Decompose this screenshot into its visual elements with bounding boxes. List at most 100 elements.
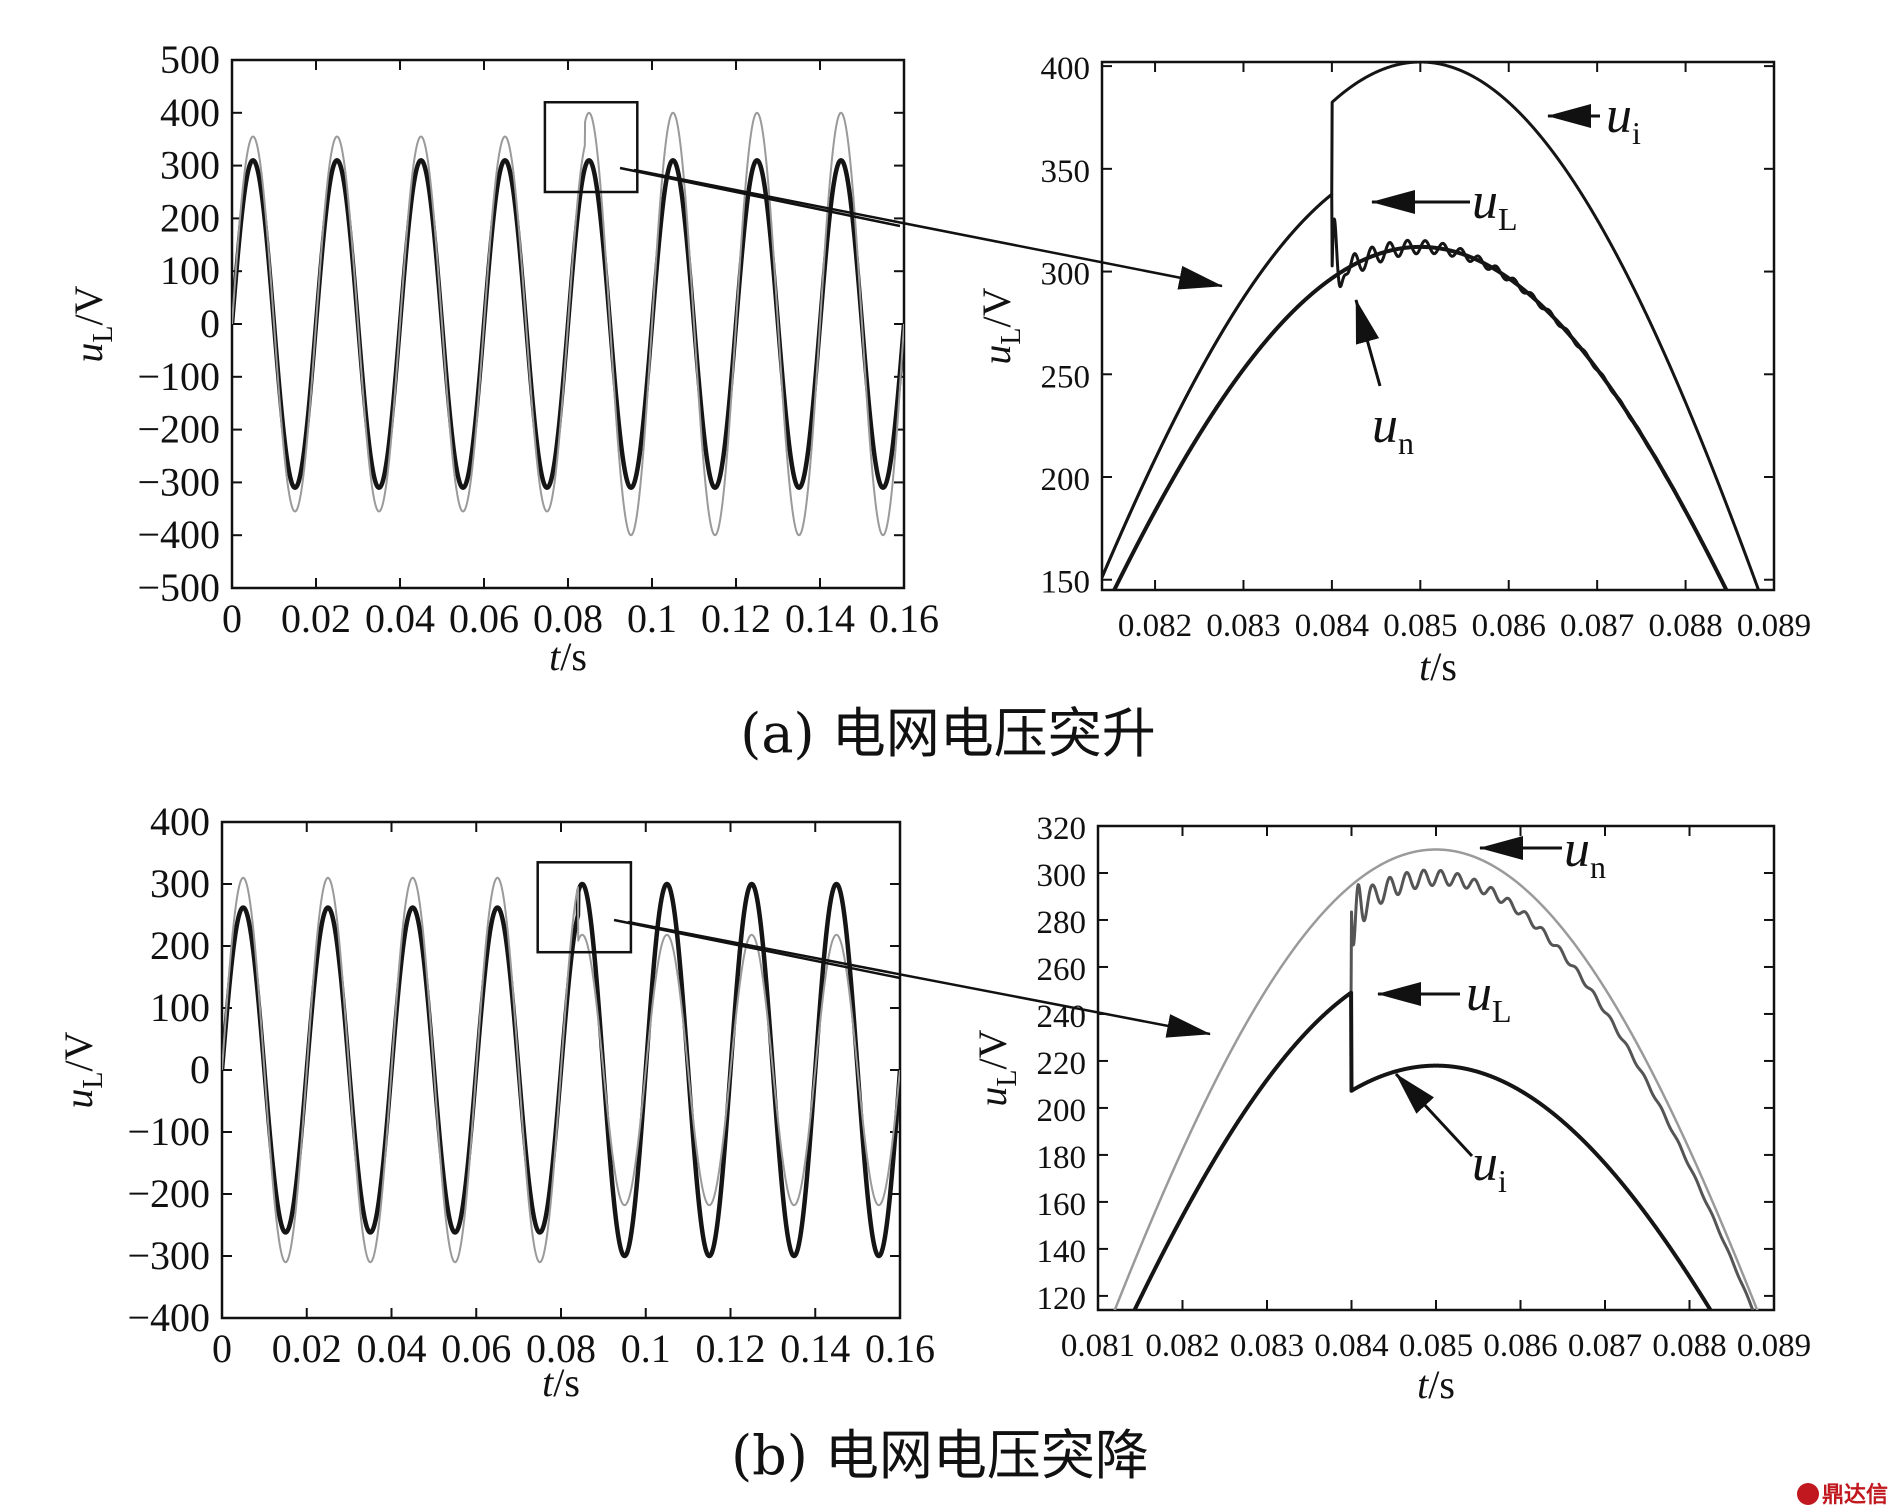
y-tick-label: 160 [1037, 1187, 1087, 1223]
annotation-b-un: un [1564, 821, 1606, 885]
y-tick-label: 200 [150, 923, 210, 968]
y-tick-label: 320 [1037, 811, 1087, 847]
y-tick-label: 200 [1041, 462, 1091, 498]
series-u_i [1102, 62, 1761, 590]
x-tick-label: 0.02 [272, 1326, 342, 1371]
y-axis-label: uL/V [970, 1029, 1023, 1106]
y-tick-label: −500 [137, 565, 220, 610]
watermark-icon [1797, 1483, 1819, 1505]
annotation-a-ui: ui [1606, 87, 1641, 151]
x-tick-label: 0.088 [1652, 1328, 1726, 1364]
y-tick-label: 0 [200, 301, 220, 346]
annotation-arrow-b-ui [1394, 1072, 1474, 1158]
y-tick-label: 180 [1037, 1140, 1087, 1176]
x-tick-label: 0.12 [696, 1326, 766, 1371]
x-tick-label: 0.089 [1737, 608, 1811, 644]
series-u_n [1113, 848, 1759, 1310]
x-tick-label: 0.082 [1145, 1328, 1219, 1364]
x-tick-label: 0.089 [1737, 1328, 1811, 1364]
y-tick-label: 300 [150, 861, 210, 906]
x-tick-label: 0.087 [1560, 608, 1634, 644]
x-tick-label: 0.087 [1568, 1328, 1642, 1364]
y-tick-label: 140 [1037, 1234, 1087, 1270]
x-tick-label: 0.16 [869, 596, 939, 641]
y-tick-label: −400 [137, 512, 220, 557]
zoom-box [543, 100, 639, 194]
y-tick-label: 220 [1037, 1046, 1087, 1082]
y-axis-label: uL/V [56, 1031, 109, 1108]
y-tick-label: 250 [1041, 359, 1091, 395]
x-tick-label: 0.04 [365, 596, 435, 641]
y-tick-label: 400 [160, 90, 220, 135]
y-tick-label: 120 [1037, 1281, 1087, 1317]
zoom-box [536, 861, 633, 954]
y-tick-label: 350 [1041, 154, 1091, 190]
x-tick-label: 0.085 [1399, 1328, 1473, 1364]
y-tick-label: 300 [1041, 257, 1091, 293]
y-tick-label: 100 [160, 248, 220, 293]
zoom-connectors [613, 166, 1223, 1038]
y-tick-label: −100 [127, 1109, 210, 1154]
y-tick-label: 200 [1037, 1093, 1087, 1129]
x-tick-label: 0 [212, 1326, 232, 1371]
caption-b: (b) 电网电压突降 [731, 1424, 1149, 1487]
x-tick-label: 0.086 [1472, 608, 1546, 644]
annotation-b-uL: uL [1466, 965, 1512, 1029]
watermark-text: 鼎达信 [1822, 1482, 1888, 1508]
plot-frame [1096, 824, 1776, 1312]
x-tick-label: 0.1 [627, 596, 677, 641]
y-tick-label: 300 [1037, 858, 1087, 894]
x-tick-label: 0.04 [357, 1326, 427, 1371]
y-tick-label: 400 [150, 799, 210, 844]
x-axis-label: t/s [1417, 1362, 1455, 1407]
x-axis-label: t/s [1419, 644, 1457, 689]
zoom-connector-b-2 [627, 920, 1211, 1038]
annotations-a: ui uL un [1354, 87, 1641, 461]
x-tick-label: 0.14 [780, 1326, 850, 1371]
y-tick-label: −200 [137, 407, 220, 452]
x-tick-label: 0.02 [281, 596, 351, 641]
x-tick-label: 0.08 [533, 596, 603, 641]
x-tick-label: 0.085 [1383, 608, 1457, 644]
plot-frame [1100, 60, 1776, 592]
annotation-a-un: un [1372, 397, 1414, 461]
x-tick-label: 0.086 [1483, 1328, 1557, 1364]
y-tick-label: 200 [160, 195, 220, 240]
x-tick-label: 0.083 [1230, 1328, 1304, 1364]
x-tick-label: 0.083 [1206, 608, 1280, 644]
x-tick-label: 0.084 [1295, 608, 1369, 644]
x-tick-label: 0.082 [1118, 608, 1192, 644]
y-tick-label: −400 [127, 1295, 210, 1340]
annotation-b-ui: ui [1472, 1135, 1507, 1199]
zoom-connector-a-2 [633, 168, 1223, 290]
y-tick-label: 0 [190, 1047, 210, 1092]
x-tick-label: 0.14 [785, 596, 855, 641]
x-axis-label: t/s [542, 1360, 580, 1405]
y-tick-label: −200 [127, 1171, 210, 1216]
watermark-logo: 鼎达信 [1797, 1482, 1888, 1508]
caption-a: (a) 电网电压突升 [740, 702, 1156, 765]
annotations-b: un uL ui [1377, 821, 1606, 1199]
y-tick-label: 300 [160, 143, 220, 188]
y-tick-label: 280 [1037, 905, 1087, 941]
x-tick-label: 0.06 [441, 1326, 511, 1371]
y-tick-label: −100 [137, 354, 220, 399]
y-axis-label: uL/V [974, 287, 1027, 364]
x-axis-label: t/s [549, 634, 587, 679]
y-tick-label: 100 [150, 985, 210, 1030]
x-tick-label: 0.08 [526, 1326, 596, 1371]
x-tick-label: 0.084 [1314, 1328, 1388, 1364]
y-axis-label: uL/V [66, 285, 119, 362]
series-u_i [232, 111, 904, 537]
annotation-a-uL: uL [1472, 173, 1518, 237]
y-tick-label: 400 [1041, 51, 1091, 87]
y-tick-label: −300 [127, 1233, 210, 1278]
annotation-arrow-a-un [1354, 299, 1382, 387]
y-tick-label: −300 [137, 459, 220, 504]
x-tick-label: 0.12 [701, 596, 771, 641]
x-tick-label: 0.088 [1648, 608, 1722, 644]
x-tick-label: 0.16 [865, 1326, 935, 1371]
y-tick-label: 500 [160, 37, 220, 82]
